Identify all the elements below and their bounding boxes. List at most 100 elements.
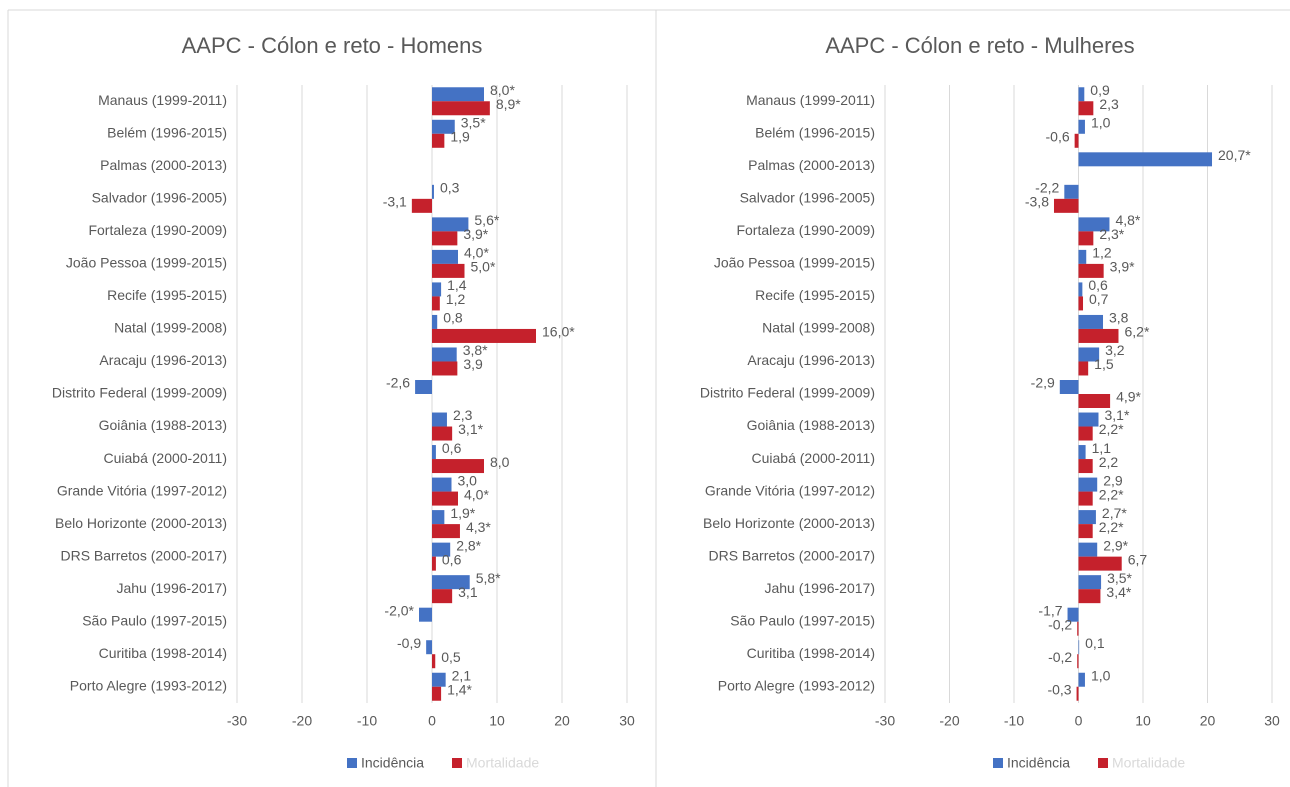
value-label: 3,1* (458, 421, 483, 437)
legend-label: Mortalidade (1112, 755, 1185, 771)
value-label: 0,6 (442, 551, 462, 567)
x-tick-label: -30 (227, 713, 247, 729)
bar (432, 231, 458, 246)
y-tick-label: Recife (1995-2015) (755, 287, 875, 303)
value-label: 0,9 (1090, 82, 1110, 98)
bar (1078, 314, 1104, 329)
value-label: 1,2 (1092, 245, 1112, 261)
value-label: 1,4 (447, 277, 467, 293)
value-label: 16,0* (542, 324, 575, 340)
bar (1078, 263, 1104, 278)
value-label: 5,6* (474, 212, 499, 228)
y-tick-label: Grande Vitória (1997-2012) (705, 482, 875, 498)
x-tick-label: 30 (619, 713, 635, 729)
value-label: 5,0* (471, 259, 496, 275)
y-tick-label: Jahu (1996-2017) (116, 580, 227, 596)
value-label: -1,7 (1038, 602, 1062, 618)
value-label: 0,6 (442, 440, 462, 456)
y-tick-label: Cuiabá (2000-2011) (752, 450, 876, 466)
value-label: 1,4* (447, 681, 472, 697)
bar (419, 607, 432, 622)
value-label: -0,2 (1048, 649, 1072, 665)
bar (1078, 249, 1087, 264)
bar (1078, 231, 1094, 246)
value-label: 4,9* (1116, 389, 1141, 405)
y-tick-label: Palmas (2000-2013) (100, 157, 227, 173)
bar (1067, 607, 1079, 622)
bar (1059, 380, 1079, 394)
bar (426, 640, 432, 655)
x-tick-label: 30 (1264, 713, 1280, 729)
bar (1078, 426, 1093, 441)
bar (1077, 621, 1079, 636)
y-tick-label: Distrito Federal (1999-2009) (52, 385, 227, 401)
value-label: 20,7* (1218, 147, 1251, 163)
bar (432, 412, 447, 427)
bar (1078, 328, 1119, 343)
bar (1053, 198, 1079, 213)
value-label: 3,1* (1104, 407, 1129, 423)
y-tick-label: Fortaleza (1990-2009) (736, 222, 875, 238)
value-label: 3,8* (463, 342, 488, 358)
value-label: -0,9 (397, 635, 421, 651)
bar (1064, 184, 1079, 199)
bar (432, 347, 457, 362)
bar (432, 542, 451, 557)
bar (432, 87, 484, 102)
x-tick-label: -10 (357, 713, 377, 729)
value-label: -2,0* (384, 602, 414, 618)
value-label: 4,3* (466, 519, 491, 535)
value-label: 1,1 (1092, 440, 1112, 456)
x-tick-label: 20 (554, 713, 570, 729)
bar (1078, 101, 1094, 116)
bar (1078, 556, 1122, 571)
x-tick-label: -20 (939, 713, 959, 729)
bar (432, 361, 458, 376)
value-label: 1,9 (450, 128, 470, 144)
value-label: 1,5 (1094, 356, 1114, 372)
bar (432, 184, 434, 199)
bar (411, 198, 432, 213)
y-tick-label: Goiânia (1988-2013) (747, 417, 875, 433)
value-label: -0,6 (1046, 128, 1070, 144)
value-label: 0,5 (441, 649, 461, 665)
y-tick-label: Manaus (1999-2011) (98, 92, 227, 108)
y-tick-label: Belém (1996-2015) (107, 124, 227, 140)
y-tick-label: DRS Barretos (2000-2017) (60, 547, 227, 563)
value-label: 3,5* (461, 114, 486, 130)
y-tick-label: Belo Horizonte (2000-2013) (703, 515, 875, 531)
bar (1078, 361, 1089, 376)
bar (432, 263, 465, 278)
y-tick-label: Natal (1999-2008) (762, 320, 875, 336)
y-tick-label: Belo Horizonte (2000-2013) (55, 515, 227, 531)
bar (1078, 542, 1098, 557)
value-label: 4,0* (464, 486, 489, 502)
bar (1078, 524, 1093, 539)
value-label: 1,2 (446, 291, 466, 307)
x-tick-label: 10 (1135, 713, 1151, 729)
bar (1078, 672, 1085, 687)
bar (432, 328, 536, 343)
y-tick-label: Grande Vitória (1997-2012) (57, 482, 227, 498)
y-tick-label: Distrito Federal (1999-2009) (700, 385, 875, 401)
legend-swatch (1098, 758, 1108, 768)
bar (432, 119, 455, 134)
bar (432, 101, 490, 116)
y-tick-label: Recife (1995-2015) (107, 287, 227, 303)
bar (432, 477, 452, 492)
value-label: 0,6 (1088, 277, 1108, 293)
value-label: 3,4* (1106, 584, 1131, 600)
bar (1078, 575, 1102, 590)
y-tick-label: Porto Alegre (1993-2012) (70, 677, 227, 693)
x-tick-label: 0 (428, 713, 436, 729)
y-tick-label: Salvador (1996-2005) (92, 190, 227, 206)
bar (1078, 589, 1101, 604)
value-label: 2,3* (1099, 226, 1124, 242)
value-label: -0,3 (1047, 681, 1071, 697)
value-label: 8,9* (496, 96, 521, 112)
bar (1078, 394, 1111, 408)
bar (1078, 296, 1084, 311)
bar (432, 426, 453, 441)
bar (1078, 87, 1085, 102)
